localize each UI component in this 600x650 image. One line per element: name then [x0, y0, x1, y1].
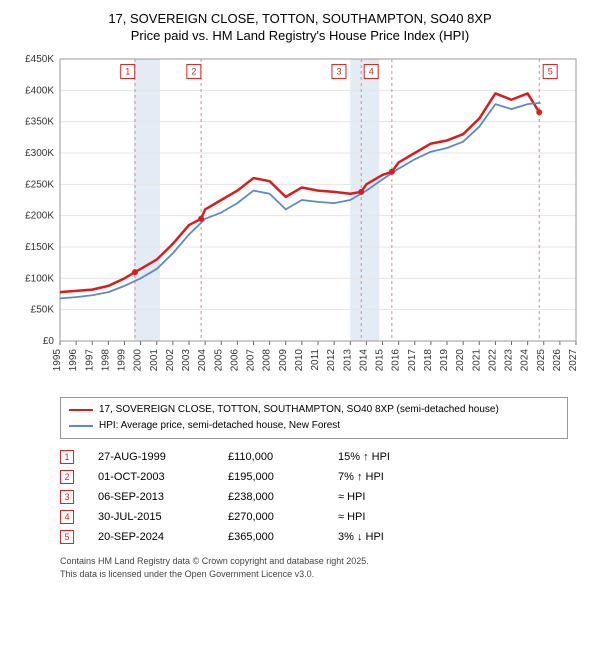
- svg-text:2026: 2026: [552, 349, 563, 372]
- svg-text:1999: 1999: [117, 349, 128, 372]
- svg-text:1: 1: [125, 67, 130, 77]
- row-marker: 1: [60, 450, 74, 464]
- row-date: 06-SEP-2013: [98, 491, 228, 503]
- svg-text:3: 3: [336, 67, 341, 77]
- legend-item: HPI: Average price, semi-detached house,…: [69, 418, 559, 434]
- svg-text:2006: 2006: [229, 349, 240, 372]
- svg-text:4: 4: [369, 67, 374, 77]
- chart-svg: £0 £50K £100K £150K £200K £250K £300K £350K £400…: [12, 51, 588, 391]
- svg-text:2016: 2016: [391, 349, 402, 372]
- legend-item: 17, SOVEREIGN CLOSE, TOTTON, SOUTHAMPTON…: [69, 402, 559, 418]
- svg-text:1996: 1996: [68, 349, 79, 372]
- svg-text:2015: 2015: [375, 349, 386, 372]
- svg-text:£150K: £150K: [25, 242, 54, 253]
- row-price: £110,000: [228, 451, 338, 463]
- svg-text:£250K: £250K: [25, 180, 54, 191]
- footer-line-1: Contains HM Land Registry data © Crown c…: [60, 555, 568, 568]
- svg-text:2011: 2011: [310, 349, 321, 371]
- svg-text:1998: 1998: [100, 349, 111, 372]
- svg-text:2019: 2019: [439, 349, 450, 372]
- svg-text:2012: 2012: [326, 349, 337, 372]
- svg-text:£450K: £450K: [25, 54, 54, 65]
- svg-text:2018: 2018: [423, 349, 434, 372]
- svg-text:£200K: £200K: [25, 211, 54, 222]
- svg-text:£100K: £100K: [25, 274, 54, 285]
- legend-label: 17, SOVEREIGN CLOSE, TOTTON, SOUTHAMPTON…: [99, 402, 499, 418]
- svg-text:2024: 2024: [520, 349, 531, 372]
- svg-text:5: 5: [548, 67, 553, 77]
- chart-title: 17, SOVEREIGN CLOSE, TOTTON, SOUTHAMPTON…: [12, 10, 588, 28]
- table-row: 4 30-JUL-2015£270,000≈ HPI: [60, 507, 568, 527]
- row-marker: 2: [60, 470, 74, 484]
- svg-text:£350K: £350K: [25, 117, 54, 128]
- row-date: 30-JUL-2015: [98, 511, 228, 523]
- svg-text:2013: 2013: [342, 349, 353, 372]
- svg-text:2003: 2003: [181, 349, 192, 372]
- svg-text:£400K: £400K: [25, 86, 54, 97]
- footer-line-2: This data is licensed under the Open Gov…: [60, 568, 568, 581]
- svg-text:2017: 2017: [407, 349, 418, 372]
- svg-text:2022: 2022: [487, 349, 498, 372]
- row-hpi: ≈ HPI: [338, 491, 458, 503]
- row-marker: 5: [60, 530, 74, 544]
- legend-swatch: [69, 425, 93, 427]
- svg-text:£300K: £300K: [25, 148, 54, 159]
- row-hpi: 7% ↑ HPI: [338, 471, 458, 483]
- svg-text:2025: 2025: [536, 349, 547, 372]
- row-hpi: ≈ HPI: [338, 511, 458, 523]
- svg-text:2001: 2001: [149, 349, 160, 372]
- row-date: 20-SEP-2024: [98, 531, 228, 543]
- row-hpi: 15% ↑ HPI: [338, 451, 458, 463]
- svg-text:2004: 2004: [197, 349, 208, 372]
- table-row: 3 06-SEP-2013£238,000≈ HPI: [60, 487, 568, 507]
- svg-text:2014: 2014: [358, 349, 369, 372]
- row-date: 27-AUG-1999: [98, 451, 228, 463]
- table-row: 2 01-OCT-2003£195,0007% ↑ HPI: [60, 467, 568, 487]
- chart-container: 17, SOVEREIGN CLOSE, TOTTON, SOUTHAMPTON…: [0, 0, 600, 650]
- svg-text:£0: £0: [43, 336, 55, 347]
- svg-text:2007: 2007: [246, 349, 257, 372]
- svg-text:2027: 2027: [568, 349, 579, 372]
- svg-text:2: 2: [191, 67, 196, 77]
- sales-table: 1 27-AUG-1999£110,00015% ↑ HPI 2 01-OCT-200…: [60, 447, 568, 547]
- row-marker: 4: [60, 510, 74, 524]
- svg-text:2008: 2008: [262, 349, 273, 372]
- chart-plot-area: £0 £50K £100K £150K £200K £250K £300K £350K £400…: [12, 51, 588, 391]
- row-date: 01-OCT-2003: [98, 471, 228, 483]
- row-price: £238,000: [228, 491, 338, 503]
- svg-text:1997: 1997: [84, 349, 95, 372]
- row-hpi: 3% ↓ HPI: [338, 531, 458, 543]
- legend: 17, SOVEREIGN CLOSE, TOTTON, SOUTHAMPTON…: [60, 397, 568, 439]
- svg-text:2002: 2002: [165, 349, 176, 372]
- footer-attribution: Contains HM Land Registry data © Crown c…: [60, 555, 568, 580]
- row-price: £270,000: [228, 511, 338, 523]
- svg-text:£50K: £50K: [31, 305, 55, 316]
- row-price: £365,000: [228, 531, 338, 543]
- svg-text:1995: 1995: [52, 349, 63, 372]
- svg-text:2010: 2010: [294, 349, 305, 372]
- svg-text:2005: 2005: [213, 349, 224, 372]
- legend-label: HPI: Average price, semi-detached house,…: [99, 418, 340, 434]
- legend-swatch: [69, 409, 93, 411]
- svg-text:2000: 2000: [133, 349, 144, 372]
- svg-text:2009: 2009: [278, 349, 289, 372]
- chart-subtitle: Price paid vs. HM Land Registry's House …: [12, 28, 588, 43]
- svg-text:2023: 2023: [504, 349, 515, 372]
- row-marker: 3: [60, 490, 74, 504]
- row-price: £195,000: [228, 471, 338, 483]
- table-row: 5 20-SEP-2024£365,0003% ↓ HPI: [60, 527, 568, 547]
- table-row: 1 27-AUG-1999£110,00015% ↑ HPI: [60, 447, 568, 467]
- svg-text:2020: 2020: [455, 349, 466, 372]
- svg-text:2021: 2021: [471, 349, 482, 372]
